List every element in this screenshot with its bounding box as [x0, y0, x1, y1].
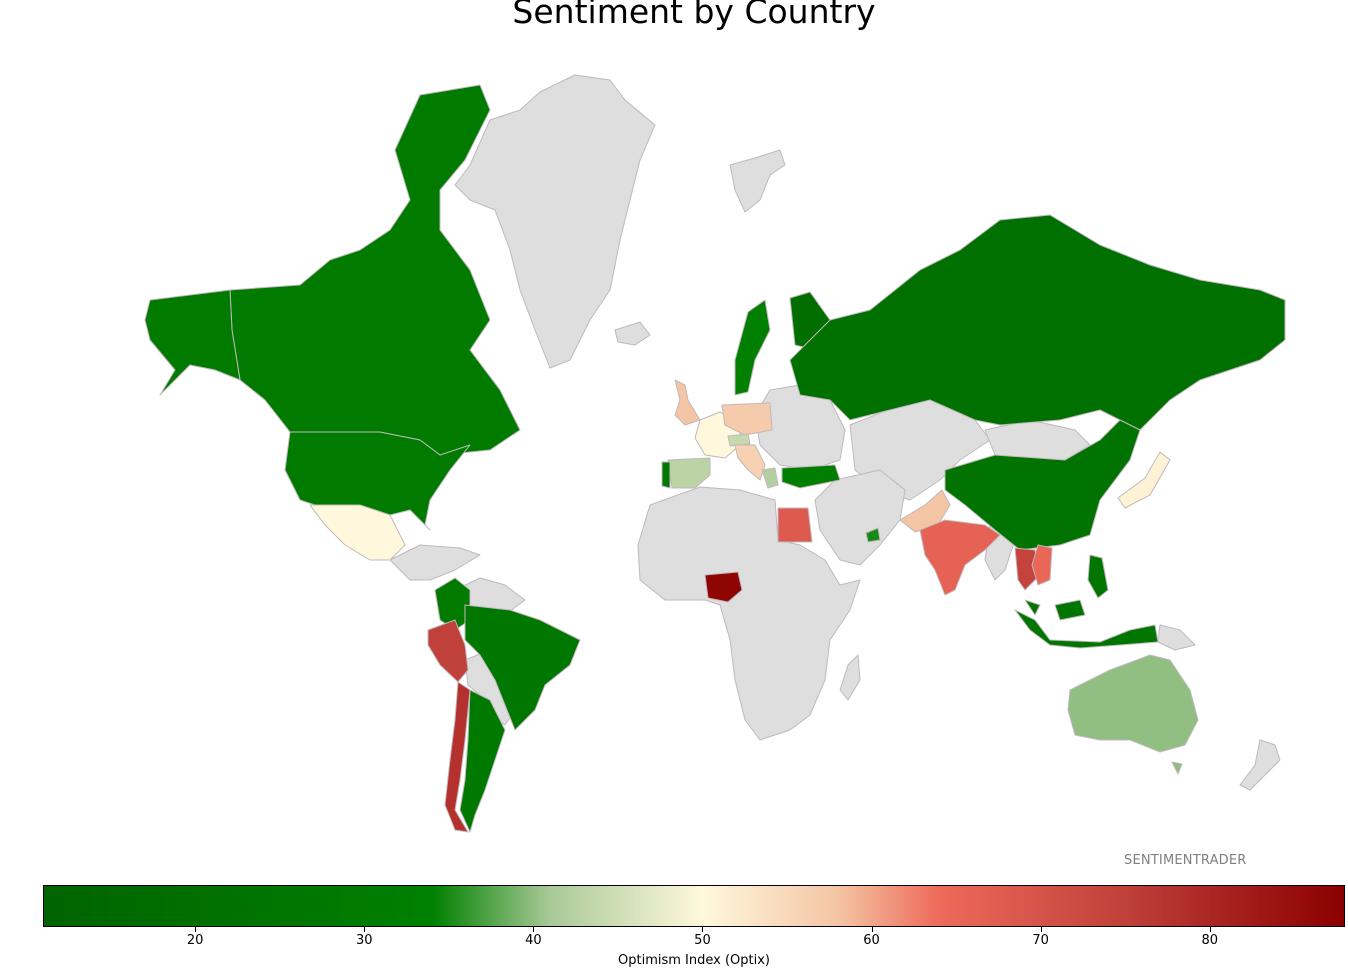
- watermark: SENTIMENTRADER: [1124, 853, 1247, 868]
- new-zealand-shape: [1239, 739, 1281, 791]
- colorbar-tick-label: 70: [1032, 933, 1049, 948]
- country-switzerland: [727, 433, 751, 447]
- colorbar-label: Optimism Index (Optix): [618, 953, 770, 968]
- colorbar-tick-mark: [1040, 927, 1042, 932]
- middle-east-shape: [814, 469, 906, 566]
- country-australia: [1067, 654, 1199, 775]
- world-map: [144, 74, 1286, 833]
- country-chile: [444, 681, 471, 833]
- country-mexico: [309, 504, 406, 561]
- country-argentina: [459, 689, 506, 833]
- country-turkey: [781, 464, 841, 489]
- colorbar-tick-label: 20: [186, 933, 204, 948]
- country-malaysia: [1024, 599, 1086, 621]
- country-germany: [721, 402, 773, 436]
- country-japan: [1117, 451, 1171, 509]
- country-italy: [734, 444, 766, 481]
- colorbar: [43, 885, 1345, 927]
- country-philippines: [1087, 554, 1109, 599]
- colorbar-tick-label: 60: [863, 933, 880, 948]
- country-pakistan: [899, 489, 951, 533]
- country-greece: [761, 467, 779, 489]
- greenland-shape: [454, 74, 656, 369]
- country-spain: [667, 457, 711, 489]
- country-sweden: [734, 299, 771, 396]
- colorbar-tick-mark: [871, 927, 873, 932]
- iceland-shape: [614, 321, 651, 346]
- country-indonesia: [1014, 609, 1159, 649]
- country-india: [919, 519, 1001, 596]
- madagascar-shape: [839, 654, 861, 701]
- country-nigeria: [704, 571, 743, 603]
- colorbar-tick-mark: [533, 927, 535, 932]
- country-portugal: [661, 461, 671, 489]
- colorbar-tick-mark: [1209, 927, 1211, 932]
- country-brazil: [464, 604, 581, 731]
- colorbar-tick-label: 50: [694, 933, 711, 948]
- colorbar-tick-label: 80: [1201, 933, 1218, 948]
- country-vietnam: [1031, 544, 1053, 586]
- country-egypt: [777, 507, 813, 543]
- country-uk: [674, 379, 701, 426]
- map-title: Sentiment by Country: [512, 0, 876, 31]
- country-china: [944, 419, 1141, 551]
- colorbar-tick-mark: [364, 927, 366, 932]
- caribbean-central-america-shape: [389, 544, 481, 581]
- country-uae: [865, 527, 881, 543]
- colorbar-tick-label: 40: [525, 933, 542, 948]
- colorbar-tick-label: 30: [355, 933, 373, 948]
- country-canada: [229, 84, 521, 456]
- colorbar-tick-mark: [702, 927, 704, 932]
- svalbard-shape: [729, 149, 786, 213]
- papua-new-guinea-shape: [1157, 624, 1196, 651]
- country-peru: [427, 619, 469, 683]
- colorbar-tick-mark: [195, 927, 197, 932]
- country-russia: [789, 214, 1286, 431]
